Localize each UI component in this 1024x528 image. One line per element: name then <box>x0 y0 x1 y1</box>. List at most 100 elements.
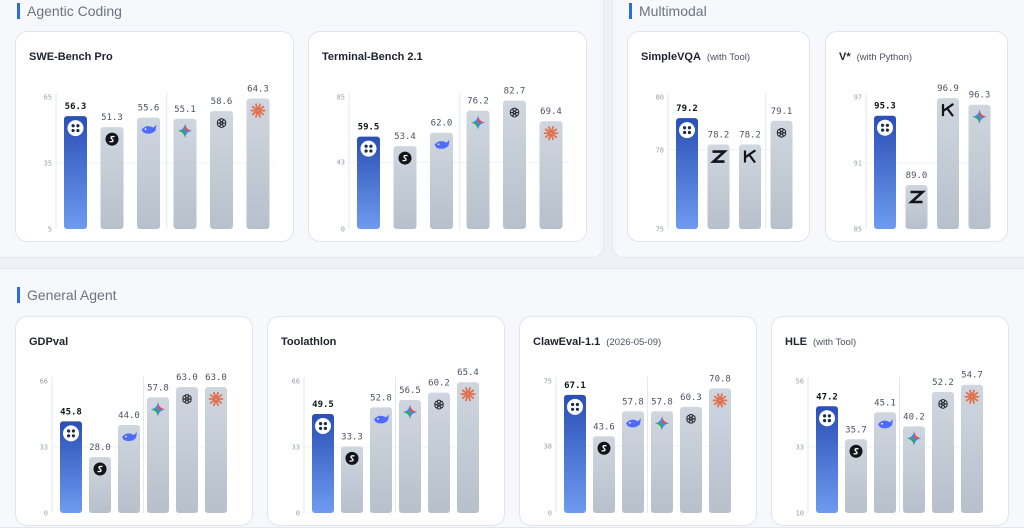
chart-title: SimpleVQA (with Tool) <box>641 51 751 63</box>
y-tick-label: 43 <box>337 159 345 167</box>
claude-burst-icon <box>208 391 224 407</box>
y-tick-label: 10 <box>796 510 804 518</box>
chart-title: Terminal-Bench 2.1 <box>322 51 423 63</box>
y-tick-label: 75 <box>656 226 664 234</box>
bar <box>905 185 928 229</box>
s-circle-logo-icon <box>93 462 107 476</box>
openai-knot-icon <box>686 414 696 424</box>
y-tick-label: 0 <box>548 510 552 518</box>
bar-value-label: 28.0 <box>89 443 111 453</box>
bar-value-label: 54.7 <box>961 371 983 381</box>
bar <box>100 127 124 229</box>
bar-value-label: 43.6 <box>593 422 615 432</box>
bar-value-label: 57.8 <box>147 383 169 393</box>
bar-chart: 10 33 56 47.2 35.7 45.1 40.2 52.2 54.7 <box>796 371 983 518</box>
bar-value-label: 57.8 <box>622 397 644 407</box>
bar-chart: 5 35 65 56.3 51.3 55.6 55.1 58.6 64.3 <box>44 85 275 234</box>
bar <box>503 100 526 229</box>
bar-value-label: 70.8 <box>709 374 731 384</box>
quad-dot-logo-icon <box>360 140 377 157</box>
s-circle-logo-icon <box>345 451 359 465</box>
bar <box>874 412 896 513</box>
openai-knot-icon <box>776 127 787 138</box>
claude-burst-icon <box>712 393 728 408</box>
bar <box>137 117 160 229</box>
quad-dot-logo-icon <box>315 418 331 434</box>
s-circle-logo-icon <box>398 151 412 165</box>
bar-highlight <box>816 406 838 513</box>
gemini-sparkle-icon <box>178 123 192 138</box>
bar-value-label: 40.2 <box>903 412 925 422</box>
chart-title: GDPval <box>29 336 69 348</box>
claude-burst-icon <box>543 126 559 141</box>
bar <box>845 439 867 513</box>
bar-highlight <box>874 115 896 229</box>
quad-dot-logo-icon <box>819 410 835 427</box>
y-tick-label: 0 <box>44 510 48 518</box>
bar <box>961 384 983 513</box>
section-title: Agentic Coding <box>17 3 122 19</box>
bar-value-label: 59.5 <box>358 123 380 133</box>
bar <box>937 98 959 229</box>
bar <box>593 436 615 513</box>
z-logo-icon <box>908 190 926 204</box>
bar <box>932 391 954 513</box>
bar-value-label: 76.2 <box>467 97 489 107</box>
bar-value-label: 63.0 <box>205 373 227 383</box>
bar-chart: 0 33 66 45.8 28.0 44.0 57.8 63.0 63.0 <box>40 373 227 518</box>
bar-value-label: 49.5 <box>312 400 334 410</box>
bar <box>118 425 140 513</box>
bar <box>147 397 169 513</box>
y-tick-label: 38 <box>544 443 552 451</box>
s-circle-logo-icon <box>849 444 863 458</box>
bar-highlight <box>60 421 82 513</box>
bar-value-label: 78.2 <box>708 131 730 141</box>
bar <box>651 411 673 513</box>
s-circle-logo-icon <box>105 132 119 146</box>
bar-highlight <box>357 136 380 229</box>
bar-value-label: 67.1 <box>564 381 586 391</box>
y-tick-label: 75 <box>544 378 552 386</box>
bar-value-label: 51.3 <box>101 113 123 123</box>
s-circle-logo-icon <box>597 441 611 455</box>
whale-logo-icon <box>878 419 893 429</box>
y-tick-label: 91 <box>854 160 862 168</box>
bar-value-label: 62.0 <box>431 119 453 129</box>
chart-card-swe-bench-pro: SWE-Bench Pro 5 35 65 56.3 51.3 55.6 55.1 58.6 6… <box>15 31 294 242</box>
quad-dot-logo-icon <box>679 122 695 139</box>
bar <box>709 388 731 513</box>
bar-highlight <box>312 414 334 513</box>
bar <box>430 132 453 229</box>
bar-value-label: 52.8 <box>370 393 392 403</box>
bar <box>210 111 233 229</box>
bar <box>770 120 793 229</box>
bar-value-label: 35.7 <box>845 425 867 435</box>
y-tick-label: 97 <box>854 94 862 102</box>
bar-value-label: 57.8 <box>651 397 673 407</box>
bar <box>622 411 644 513</box>
y-tick-label: 33 <box>292 444 300 452</box>
openai-knot-icon <box>509 107 520 118</box>
gemini-sparkle-icon <box>151 402 165 417</box>
bar-chart: 0 43 85 59.5 53.4 62.0 76.2 82.7 69.4 <box>337 87 568 234</box>
bar <box>466 110 490 229</box>
bar <box>968 104 991 229</box>
bar-value-label: 79.2 <box>676 104 698 114</box>
bar-value-label: 55.6 <box>138 104 160 114</box>
bar-value-label: 52.2 <box>932 378 954 388</box>
bar <box>680 406 702 513</box>
claude-burst-icon <box>250 103 266 118</box>
openai-knot-icon <box>182 394 192 404</box>
openai-knot-icon <box>938 399 948 409</box>
bar-value-label: 58.6 <box>211 97 233 107</box>
bar <box>428 392 450 513</box>
bar-value-label: 64.3 <box>247 85 269 95</box>
bar-value-label: 65.4 <box>457 368 479 378</box>
bar <box>457 382 479 513</box>
y-tick-label: 85 <box>337 94 345 102</box>
y-tick-label: 85 <box>854 226 862 234</box>
bar <box>246 98 270 229</box>
bar <box>707 144 730 229</box>
whale-logo-icon <box>434 139 450 149</box>
z-logo-icon <box>710 150 728 163</box>
